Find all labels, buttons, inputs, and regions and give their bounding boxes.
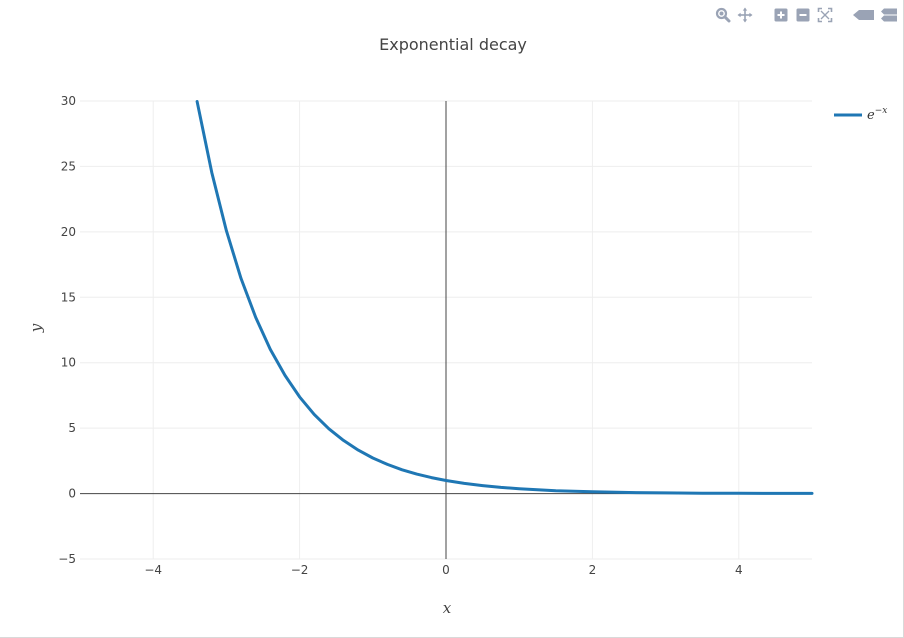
modebar [698,6,900,24]
zoom-in-button[interactable] [770,6,792,24]
hover-closest-button[interactable] [850,6,878,24]
y-tick-label: 5 [68,421,76,435]
y-tick-label: 20 [61,225,76,239]
modebar-group-scale [770,6,836,24]
series-line[interactable] [195,100,814,495]
modebar-group-zoom [712,6,756,24]
x-axis-label: x [443,599,452,617]
chart-title: Exponential decay [379,35,527,54]
legend-label-exponent: −x [875,106,888,116]
x-tick-label: 0 [442,563,450,577]
y-tick-label: 10 [61,356,76,370]
zoom-button[interactable] [712,6,734,24]
pan-button[interactable] [734,6,756,24]
zoom-icon [715,7,731,23]
autoscale-icon [817,7,833,23]
legend-label-base: e [867,108,875,123]
modebar-group-hover [850,6,900,24]
hover-closest-icon [853,10,874,20]
y-axis-label: y [27,323,45,333]
pan-icon [737,7,753,23]
x-tick-label: 2 [589,563,597,577]
y-tick-label: 15 [61,290,76,304]
legend-label: e−x [867,106,887,123]
legend[interactable]: e−x [834,106,887,123]
x-tick-label: 4 [735,563,743,577]
hover-compare-icon [881,8,897,22]
hover-compare-button[interactable] [878,6,900,24]
zoom-out-button[interactable] [792,6,814,24]
zoom-in-icon [774,8,788,22]
x-tick-label: −2 [291,563,309,577]
y-tick-label: 0 [68,487,76,501]
y-tick-label: 30 [61,94,76,108]
y-tick-label: −5 [58,552,76,566]
y-tick-label: 25 [61,159,76,173]
autoscale-button[interactable] [814,6,836,24]
x-tick-label: −4 [144,563,162,577]
zoom-out-icon [796,8,810,22]
